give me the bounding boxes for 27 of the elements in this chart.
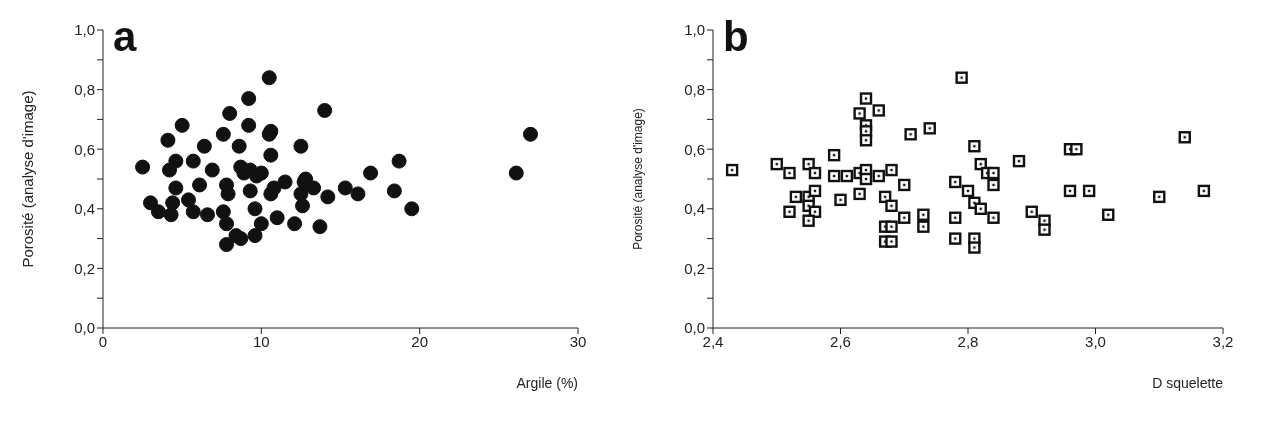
y-tick-label: 0,0 [684,319,705,337]
y-tick-label: 0,2 [684,259,705,277]
y-axis-title: Porosité (analyse d'image) [631,108,646,250]
x-tick-label: 30 [569,332,587,350]
y-tick-label: 0,4 [684,200,705,218]
y-tick-label: 0,8 [684,80,705,98]
y-tick-label: 0,6 [684,140,705,158]
x-tick-label: 3,0 [1085,332,1106,350]
x-tick-label: 20 [411,332,429,350]
x-axis-title: D squelette [1152,375,1224,391]
y-axis-title: Porosité (analyse d'image) [19,90,37,268]
y-tick-label: 0,2 [74,259,95,277]
y-tick-label: 0,4 [74,200,95,218]
chart-title: b [723,13,749,60]
x-axis-title: Argile (%) [516,375,578,391]
y-tick-label: 0,0 [74,319,95,337]
x-tick-label: 2,6 [830,332,851,350]
x-tick-label: 2,4 [702,332,724,350]
y-tick-label: 1,0 [684,21,705,39]
y-tick-label: 0,8 [74,80,95,98]
x-tick-label: 3,2 [1212,332,1234,350]
x-tick-label: 10 [252,332,270,350]
y-tick-label: 1,0 [74,21,95,39]
x-tick-label: 0 [98,332,108,350]
chart-title: a [113,13,137,60]
y-tick-label: 0,6 [74,140,95,158]
x-tick-label: 2,8 [957,332,979,350]
